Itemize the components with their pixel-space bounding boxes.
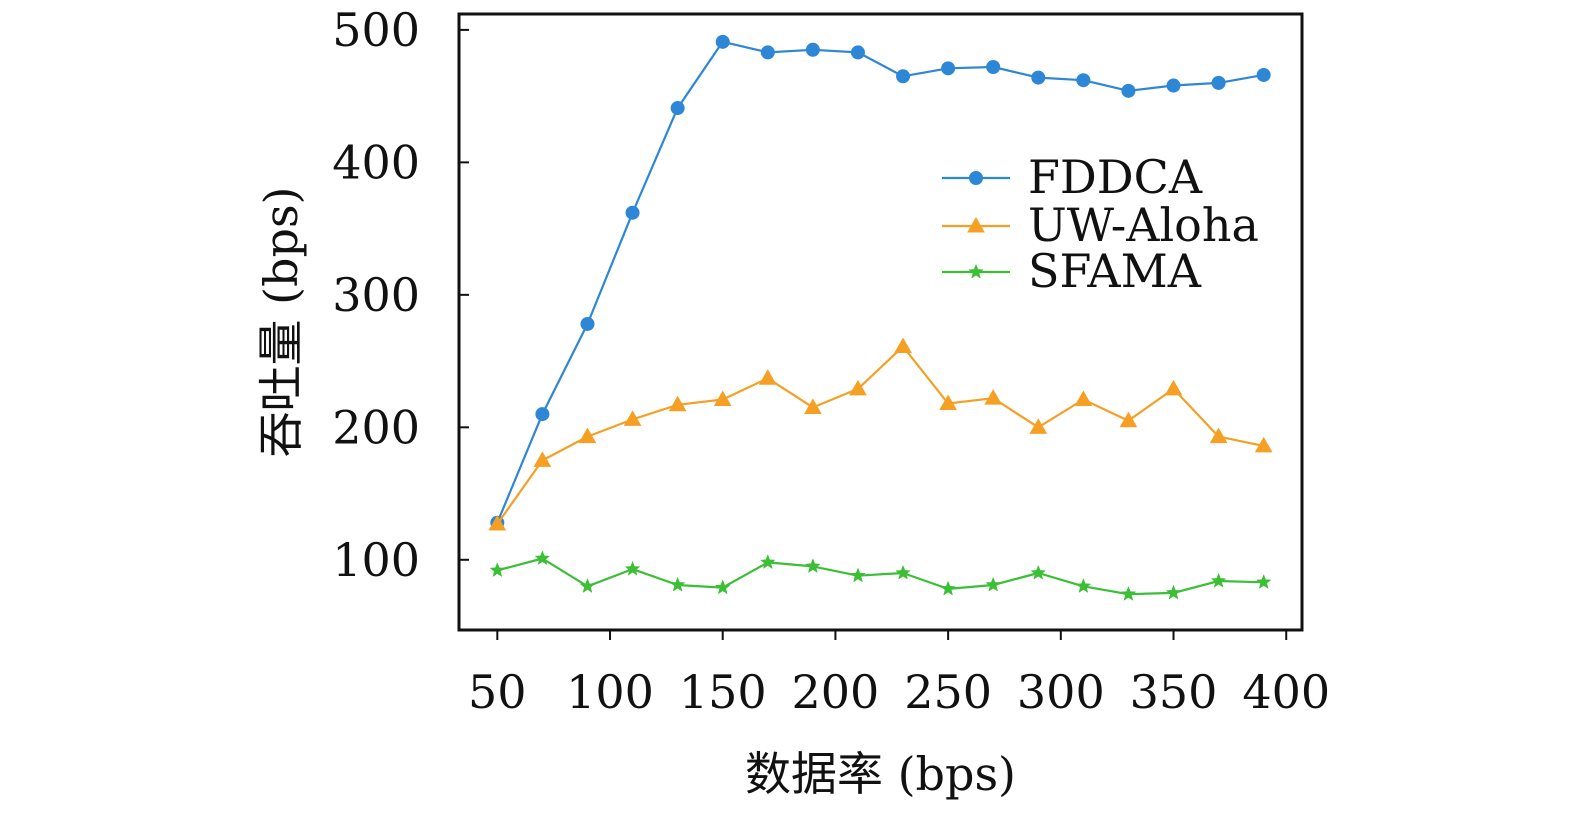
legend-label: SFAMA (1028, 244, 1202, 298)
x-tick-label: 300 (1017, 665, 1105, 719)
y-axis-label: 吞吐量 (bps) (254, 186, 308, 457)
data-point-uw-aloha (668, 395, 687, 412)
data-point-fddca (760, 45, 775, 60)
x-tick-label: 350 (1130, 665, 1218, 719)
data-point-uw-aloha (488, 515, 507, 531)
data-point-uw-aloha (578, 427, 597, 444)
data-point-sfama (1165, 584, 1182, 600)
series-line-fddca (496, 40, 1264, 524)
series-fddca (490, 34, 1271, 530)
data-point-uw-aloha (804, 398, 822, 414)
series-line-uw-aloha (496, 345, 1264, 525)
data-point-uw-aloha (758, 369, 777, 385)
data-point-uw-aloha (1119, 411, 1138, 428)
data-point-sfama (1075, 578, 1092, 593)
data-point-fddca (805, 42, 820, 57)
data-point-uw-aloha (1164, 379, 1183, 396)
data-point-uw-aloha (939, 394, 957, 410)
data-point-sfama (624, 560, 641, 576)
data-point-fddca (535, 407, 550, 422)
data-point-sfama (1255, 574, 1272, 589)
data-point-sfama (489, 562, 506, 578)
plot-frame (457, 12, 1304, 632)
x-tick-label: 150 (679, 665, 767, 719)
data-point-fddca (715, 34, 730, 49)
x-tick-label: 400 (1242, 665, 1330, 719)
data-point-fddca (1211, 75, 1226, 90)
legend-marker (969, 171, 983, 185)
data-point-sfama (1210, 572, 1227, 588)
x-axis: 50 100 150 200 250 300 350 400 (468, 630, 1330, 719)
data-point-uw-aloha (1029, 418, 1048, 434)
x-tick-label: 50 (468, 665, 527, 719)
data-point-uw-aloha (984, 389, 1003, 405)
data-point-uw-aloha (849, 379, 867, 396)
data-point-sfama (1030, 564, 1047, 580)
data-point-fddca (1256, 67, 1271, 82)
legend-item-sfama: SFAMA (942, 244, 1202, 298)
data-point-sfama (895, 564, 911, 580)
y-tick-label: 200 (332, 400, 420, 454)
data-point-sfama (760, 554, 776, 570)
legend-marker (968, 263, 984, 279)
data-point-sfama (805, 558, 821, 574)
data-point-sfama (714, 579, 731, 595)
data-point-sfama (579, 578, 596, 593)
data-point-fddca (1166, 78, 1181, 93)
data-point-uw-aloha (894, 337, 912, 354)
series-uw-aloha (488, 337, 1273, 531)
data-point-sfama (985, 576, 1001, 592)
data-point-sfama (850, 567, 866, 583)
x-tick-label: 200 (792, 665, 880, 719)
data-point-fddca (1121, 83, 1136, 98)
data-point-uw-aloha (1209, 427, 1228, 444)
data-point-uw-aloha (533, 451, 552, 467)
data-point-sfama (669, 576, 686, 592)
series-sfama (489, 550, 1272, 601)
data-point-uw-aloha (623, 410, 642, 426)
x-axis-label: 数据率 (bps) (745, 747, 1016, 801)
x-tick-label: 250 (904, 665, 992, 719)
data-point-sfama (534, 550, 551, 566)
data-point-fddca (670, 101, 685, 116)
y-tick-label: 400 (332, 135, 420, 189)
y-axis: 100 200 300 400 500 (332, 3, 469, 587)
y-tick-label: 100 (332, 533, 420, 587)
y-tick-label: 500 (332, 3, 420, 57)
data-point-fddca (1076, 73, 1091, 88)
data-point-fddca (896, 69, 911, 84)
data-point-fddca (850, 45, 865, 60)
data-point-uw-aloha (1074, 390, 1093, 406)
legend-label: UW-Aloha (1028, 198, 1259, 252)
data-point-fddca (580, 316, 595, 331)
legend-label: FDDCA (1028, 150, 1203, 204)
legend-item-fddca: FDDCA (942, 150, 1203, 204)
legend-item-uw-aloha: UW-Aloha (942, 198, 1259, 252)
data-point-sfama (940, 580, 956, 596)
y-tick-label: 300 (332, 268, 420, 322)
data-point-fddca (625, 205, 640, 220)
series-layer (488, 34, 1273, 601)
data-point-sfama (1120, 585, 1137, 601)
data-point-fddca (941, 61, 956, 76)
data-point-uw-aloha (1254, 436, 1273, 453)
x-tick-label: 100 (566, 665, 654, 719)
series-line-sfama (497, 557, 1264, 596)
data-point-fddca (1031, 70, 1046, 85)
data-point-fddca (986, 59, 1001, 74)
legend-marker (967, 216, 985, 233)
data-point-uw-aloha (713, 390, 732, 406)
